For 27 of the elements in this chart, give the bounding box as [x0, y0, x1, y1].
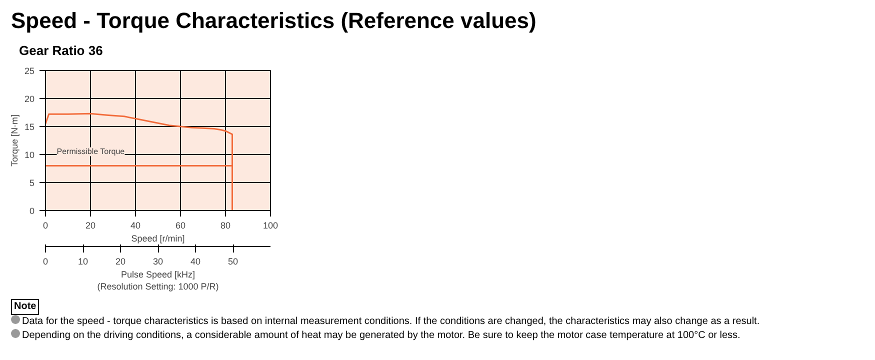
x-tick-label: 100: [262, 220, 278, 230]
y-tick-label: 20: [24, 94, 35, 104]
y-tick-label: 0: [29, 206, 35, 216]
x2-tick-label: 10: [78, 256, 88, 266]
y-tick-label: 25: [24, 66, 35, 76]
x-tick-label: 0: [42, 220, 48, 230]
x-axis-title: Speed [r/min]: [131, 234, 185, 244]
x-tick-label: 20: [85, 220, 96, 230]
x2-tick-label: 30: [152, 256, 164, 266]
y-tick-label: 10: [24, 150, 35, 160]
text: Note: [11, 299, 40, 315]
text: Depending on the driving conditions, a considerable amount of heat may be generated by the motor. Be sure to keep the motor case temperature at 100°C or less.: [21, 329, 742, 343]
text: Data for the speed - torque characteristics is based on internal measurement conditions. If the conditions are changed, the characteristics may also change as a result.: [21, 315, 760, 329]
chart-title: Speed - Torque Characteristics (Reference values): [11, 7, 536, 35]
chart-subtitle: Gear Ratio 36: [19, 42, 104, 60]
series-label: Permissible Torque: [56, 147, 126, 156]
x2-tick-label: 0: [42, 256, 48, 266]
y-axis-title: Torque [N·m]: [9, 114, 20, 167]
x2-tick-label: 50: [228, 256, 238, 266]
x2-tick-label: 20: [115, 256, 126, 266]
y-tick-label: 5: [29, 178, 35, 188]
x-tick-label: 40: [130, 220, 141, 230]
x-tick-label: 60: [175, 220, 186, 230]
y-tick-label: 15: [24, 122, 35, 132]
x2-tick-label: 40: [190, 256, 201, 266]
x-tick-label: 80: [220, 220, 231, 230]
x2-axis-title: Pulse Speed [kHz] (Resolution Setting: 1000 P/R): [97, 270, 219, 292]
